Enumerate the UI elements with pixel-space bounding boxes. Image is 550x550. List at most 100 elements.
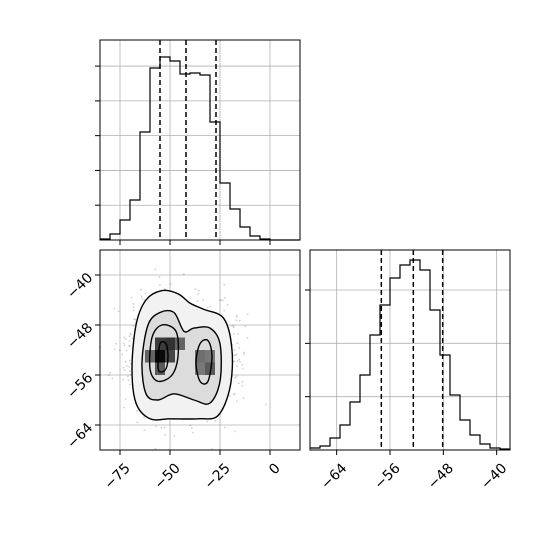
density-cell — [195, 350, 205, 363]
scatter-point — [128, 335, 131, 338]
scatter-point — [218, 299, 221, 302]
scatter-point — [108, 374, 110, 377]
scatter-point — [117, 310, 120, 313]
scatter-point — [246, 336, 249, 339]
histogram-y-panel: −64 −56 −48 −40 — [305, 249, 511, 493]
scatter-point — [113, 307, 116, 310]
scatter-point — [235, 375, 238, 378]
hist-y-tick-label: −40 — [478, 460, 510, 492]
scatter-point — [134, 318, 137, 321]
scatter-point — [189, 424, 192, 427]
scatter-point — [124, 398, 127, 400]
scatter-point — [140, 288, 142, 291]
scatter-point — [238, 319, 241, 322]
scatter-point — [228, 394, 231, 397]
scatter-point — [241, 380, 244, 383]
scatter-point — [241, 384, 244, 387]
scatter-point — [123, 344, 126, 347]
scatter-point — [233, 349, 236, 351]
scatter-point — [235, 353, 238, 356]
scatter-point — [115, 342, 117, 345]
scatter-point — [226, 304, 229, 306]
scatter-point — [158, 276, 161, 278]
scatter-point — [173, 435, 176, 438]
histogram-x-panel — [95, 39, 301, 245]
scatter-point — [232, 325, 235, 327]
density-cell — [205, 350, 215, 363]
hist-y-histogram-step — [310, 259, 510, 450]
scatter-point — [220, 299, 223, 301]
scatter-point — [237, 332, 240, 335]
scatter-point — [144, 292, 147, 294]
hist-x-axes-frame — [99, 39, 301, 241]
scatter-point — [265, 403, 267, 406]
scatter-point — [238, 347, 241, 349]
scatter-point — [128, 345, 131, 348]
scatter-point — [129, 332, 132, 335]
scatter-point — [140, 295, 143, 298]
scatter-point — [232, 326, 235, 329]
scatter-point — [164, 433, 167, 436]
contour-line — [141, 309, 222, 405]
scatter-point — [109, 371, 111, 374]
scatter-point — [223, 426, 226, 429]
scatter-axes-frame — [99, 249, 301, 451]
scatter-point — [169, 283, 172, 285]
scatter-point — [129, 359, 131, 362]
scatter-point — [234, 354, 237, 357]
scatter-point — [125, 349, 128, 352]
scatter-point — [121, 353, 124, 356]
scatter-point — [236, 400, 238, 403]
density-cell — [155, 350, 165, 363]
scatter-point — [125, 364, 128, 367]
scatter-point — [130, 333, 133, 336]
contour-line — [157, 340, 169, 373]
scatter-point — [136, 421, 139, 424]
scatter-point — [242, 367, 244, 370]
scatter-y-tick-label: −48 — [64, 320, 96, 352]
scatter-point — [192, 431, 195, 434]
scatter-point — [143, 299, 146, 301]
scatter-point — [237, 382, 240, 385]
scatter-point — [224, 296, 227, 299]
scatter-point — [141, 298, 144, 300]
scatter-point — [136, 410, 139, 412]
scatter-point — [132, 306, 135, 309]
scatter-point — [235, 319, 238, 322]
scatter-point — [122, 366, 125, 369]
scatter-density-panel: −75 −50 −25 0 −40 −48 −56 −64 — [64, 249, 301, 493]
scatter-point — [127, 375, 129, 378]
scatter-point — [123, 406, 125, 409]
scatter-point — [159, 283, 161, 286]
scatter-point — [197, 292, 200, 295]
scatter-point — [128, 383, 131, 386]
scatter-point — [143, 416, 145, 419]
scatter-point — [164, 288, 166, 290]
density-cell — [165, 350, 175, 363]
scatter-point — [154, 447, 157, 450]
scatter-point — [236, 360, 239, 363]
scatter-point — [238, 358, 241, 361]
density-cell — [155, 362, 165, 375]
hist-y-axes-frame — [309, 249, 511, 451]
scatter-x-tick-label: −25 — [202, 460, 234, 492]
hist-x-histogram-step — [100, 56, 300, 241]
scatter-point — [202, 298, 204, 301]
scatter-point — [129, 344, 131, 347]
scatter-point — [128, 365, 131, 368]
scatter-point — [235, 314, 238, 317]
scatter-point — [113, 348, 116, 351]
scatter-point — [223, 309, 226, 312]
scatter-point — [233, 354, 236, 357]
scatter-point — [206, 306, 209, 309]
scatter-point — [123, 336, 126, 339]
scatter-point — [233, 392, 236, 395]
scatter-point — [197, 289, 200, 292]
scatter-point — [242, 353, 245, 356]
scatter-point — [209, 305, 212, 308]
scatter-point — [128, 370, 131, 373]
density-cell — [205, 362, 215, 375]
scatter-y-tick-label: −40 — [64, 270, 96, 302]
scatter-point — [236, 365, 239, 368]
